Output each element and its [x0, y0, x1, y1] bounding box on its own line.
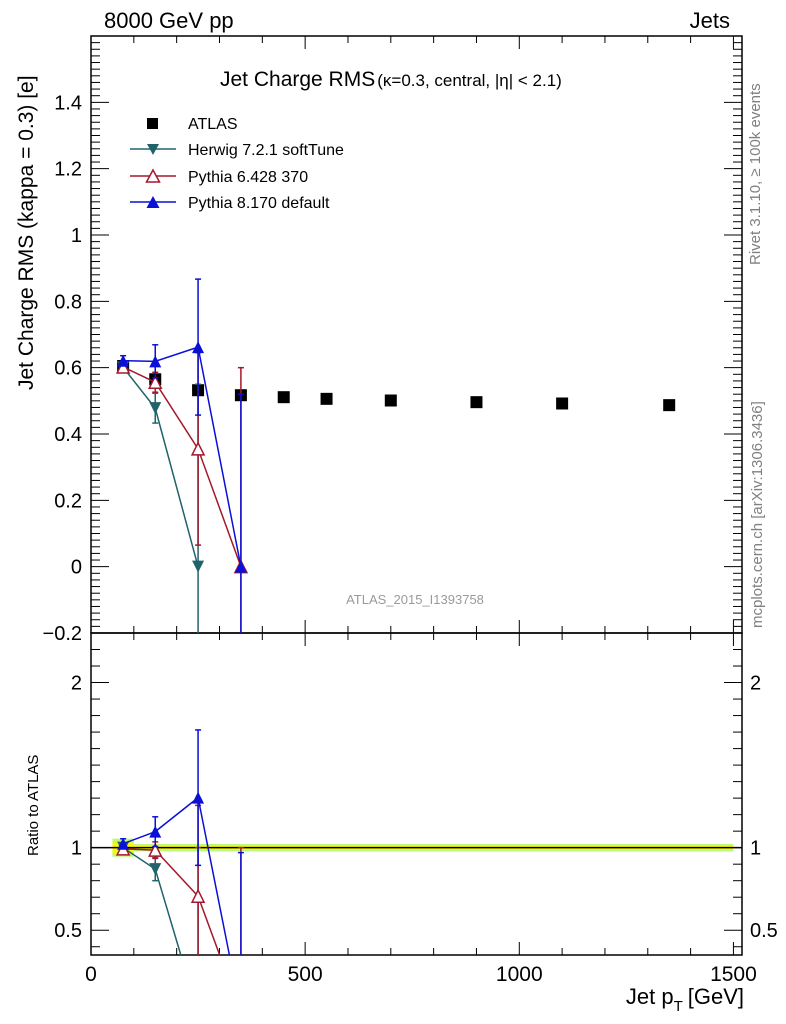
rivet-label: Rivet 3.1.10, ≥ 100k events: [747, 83, 764, 265]
ratio-line-2: [123, 848, 221, 956]
data-point-1: [192, 560, 205, 573]
ratio-point-2: [148, 842, 163, 857]
x-tick-label: 500: [288, 963, 323, 986]
x-axis-label: Jet pT [GeV]: [626, 984, 744, 1015]
ratio-y-tick-label-right: 2: [750, 673, 761, 695]
legend-marker-herwig: [147, 144, 159, 155]
data-point-0: [277, 391, 290, 404]
data-point-3: [192, 341, 205, 354]
ratio-y-axis-label: Ratio to ATLAS: [25, 755, 42, 856]
y-tick-label: 1.2: [54, 159, 82, 181]
y-tick-label: 0.8: [54, 291, 82, 313]
y-axis-label: Jet Charge RMS (kappa = 0.3) [e]: [15, 75, 38, 390]
ratio-y-tick-label: 1: [71, 838, 82, 860]
data-point-0: [470, 396, 483, 409]
y-tick-label: 0.2: [54, 490, 82, 512]
legend-label-pythia6: Pythia 6.428 370: [188, 169, 308, 186]
x-tick-label: 1000: [496, 963, 543, 986]
ratio-point-3: [149, 825, 162, 838]
analysis-watermark: ATLAS_2015_I1393758: [346, 592, 484, 607]
ratio-y-tick-label-right: 0.5: [750, 920, 778, 942]
data-point-3: [234, 560, 247, 573]
legend-entry-herwig: Herwig 7.2.1 softTune: [130, 142, 344, 159]
ratio-line-1: [122, 847, 182, 956]
y-tick-label: 0.6: [54, 358, 82, 380]
legend-marker-atlas: [147, 118, 158, 129]
data-point-2: [148, 374, 163, 390]
legend-label-atlas: ATLAS: [188, 116, 238, 133]
ratio-y-tick-label-right: 1: [750, 838, 761, 860]
data-point-2: [115, 359, 131, 374]
ratio-point-3: [117, 837, 130, 850]
series-line-1: [122, 366, 199, 567]
header-left: 8000 GeV pp: [104, 8, 234, 33]
legend-label-pythia8: Pythia 8.170 default: [188, 195, 330, 212]
ratio-panel-marks: [91, 729, 742, 956]
ratio-frame: [90, 632, 743, 956]
data-point-1: [149, 402, 162, 415]
x-tick-label: 0: [85, 963, 97, 986]
x-tick-label: 1500: [710, 963, 757, 986]
ratio-y-tick-label: 2: [71, 673, 82, 695]
data-point-2: [190, 441, 206, 456]
legend-entry-pythia6: Pythia 6.428 370: [130, 168, 308, 186]
series-line-2: [122, 366, 242, 567]
y-tick-label: 1: [71, 225, 82, 247]
data-point-3: [117, 354, 130, 367]
mcplots-label: mcplots.cern.ch [arXiv:1306.3436]: [749, 401, 766, 628]
data-point-0: [320, 392, 333, 405]
chart-title: Jet Charge RMS (κ=0.3, central, |η| < 2.1…: [220, 68, 562, 91]
ratio-point-3: [192, 791, 205, 804]
legend-label-herwig: Herwig 7.2.1 softTune: [188, 142, 344, 159]
y-tick-label: 1.4: [54, 92, 82, 114]
data-point-3: [149, 355, 162, 368]
legend: ATLAS Herwig 7.2.1 softTune Pythia 6.428…: [130, 116, 344, 212]
axis-ticks: 0 500 1000 1500 −0.2 0 0.2 0.4 0.6 0.8 1 1.2 1.4 0.5 0…: [43, 35, 778, 986]
y-tick-label: 0: [71, 557, 82, 579]
main-panel-marks: [115, 278, 676, 633]
legend-marker-pythia8: [146, 196, 160, 208]
y-tick-label: 0.4: [54, 424, 82, 446]
ratio-y-tick-label: 0.5: [54, 920, 82, 942]
legend-marker-pythia6: [145, 168, 161, 183]
data-point-0: [384, 394, 397, 407]
data-point-0: [663, 399, 676, 412]
legend-entry-atlas: ATLAS: [147, 116, 238, 133]
series-line-3: [123, 346, 242, 567]
header-right: Jets: [690, 8, 730, 33]
ratio-point-1: [149, 863, 162, 876]
y-tick-label: −0.2: [43, 623, 82, 645]
legend-entry-pythia8: Pythia 8.170 default: [130, 195, 330, 212]
data-point-0: [556, 397, 569, 410]
ratio-line-3: [122, 797, 231, 956]
ratio-point-2: [190, 888, 206, 903]
